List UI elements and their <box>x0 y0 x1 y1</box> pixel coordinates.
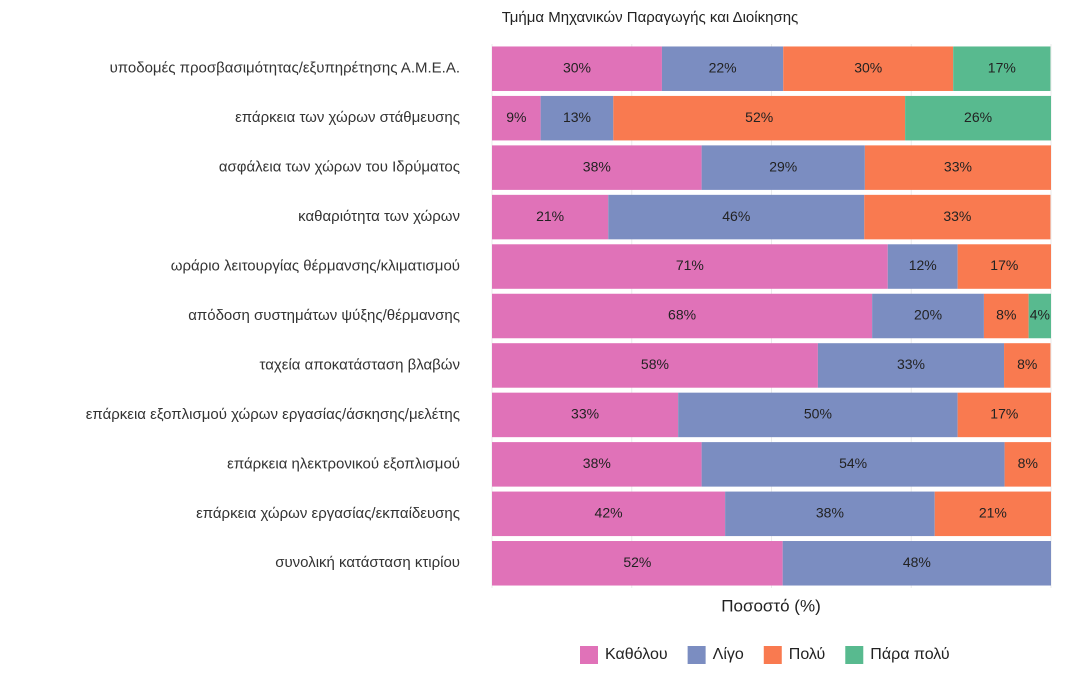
value-label: 33% <box>571 406 599 422</box>
bar-segment <box>872 293 984 339</box>
value-label: 9% <box>506 109 526 125</box>
bar-segment <box>701 145 865 190</box>
value-label: 12% <box>909 257 937 273</box>
bar-segment <box>953 46 1051 91</box>
value-label: 13% <box>563 109 591 125</box>
bar-segment <box>957 244 1051 289</box>
value-label: 33% <box>943 208 971 224</box>
bar-segment <box>492 392 679 438</box>
value-label: 38% <box>816 505 844 521</box>
bar-segment <box>492 145 702 190</box>
bar-segment <box>492 244 888 289</box>
value-label: 26% <box>964 109 992 125</box>
bar-segment <box>492 95 541 141</box>
value-label: 71% <box>676 257 704 273</box>
y-tick-label: επάρκεια εξοπλισμού χώρων εργασίας/άσκησ… <box>86 406 460 423</box>
value-label: 8% <box>996 307 1016 323</box>
y-tick-label: καθαριότητα των χώρων <box>298 208 460 225</box>
value-label: 38% <box>583 455 611 471</box>
value-label: 21% <box>536 208 564 224</box>
legend-swatch <box>687 646 706 664</box>
bar-segment <box>957 392 1051 438</box>
value-label: 17% <box>990 406 1018 422</box>
bar-segment <box>1028 293 1051 339</box>
value-label: 48% <box>903 554 931 570</box>
bar-segment <box>783 46 954 91</box>
value-label: 30% <box>854 59 882 75</box>
value-label: 8% <box>1017 356 1037 372</box>
bar-segment <box>817 343 1005 388</box>
value-label: 30% <box>563 59 591 75</box>
value-label: 8% <box>1018 455 1038 471</box>
bar-segment <box>905 95 1051 141</box>
value-label: 22% <box>709 59 737 75</box>
legend-swatch <box>763 646 782 664</box>
bar-segment <box>492 491 726 537</box>
bar-segment <box>540 95 614 141</box>
y-tick-label: επάρκεια χώρων εργασίας/εκπαίδευσης <box>196 505 460 522</box>
bar-segment <box>492 46 662 91</box>
value-label: 52% <box>745 109 773 125</box>
bar-segment <box>887 244 958 289</box>
legend-swatch <box>845 646 864 664</box>
bar-segment <box>492 343 818 388</box>
legend-label: Πολύ <box>789 646 826 663</box>
y-tick-label: ασφάλεια των χώρων του Ιδρύματος <box>219 159 460 176</box>
bar-segment <box>661 46 784 91</box>
value-label: 4% <box>1030 307 1050 323</box>
legend-label: Λίγο <box>713 646 744 663</box>
value-label: 17% <box>988 59 1016 75</box>
bar-segment <box>1004 343 1051 388</box>
y-tick-label: υποδομές προσβασιμότητας/εξυπηρέτησης Α.… <box>110 60 460 77</box>
bar-segment <box>864 145 1051 190</box>
value-label: 20% <box>914 307 942 323</box>
legend-label: Καθόλου <box>605 646 668 663</box>
x-axis-label: Ποσοστό (%) <box>721 596 821 615</box>
bar-segment <box>492 442 702 487</box>
y-tick-label: επάρκεια ηλεκτρονικού εξοπλισμού <box>227 455 460 472</box>
bar-segment <box>725 491 935 537</box>
value-label: 68% <box>668 307 696 323</box>
value-label: 54% <box>839 455 867 471</box>
value-label: 17% <box>990 257 1018 273</box>
chart-title: Τμήμα Μηχανικών Παραγωγής και Διοίκησης <box>502 9 799 26</box>
bar-segment <box>934 491 1051 537</box>
bar-segment <box>701 442 1005 487</box>
y-tick-label: συνολική κατάσταση κτιρίου <box>275 554 460 571</box>
value-label: 52% <box>623 554 651 570</box>
value-label: 21% <box>979 505 1007 521</box>
bar-segment <box>678 392 958 438</box>
value-label: 50% <box>804 406 832 422</box>
y-tick-label: απόδοση συστημάτων ψύξης/θέρμανσης <box>188 307 460 324</box>
y-tick-label: ταχεία αποκατάσταση βλαβών <box>260 356 460 373</box>
value-label: 42% <box>595 505 623 521</box>
bar-segment <box>608 194 865 240</box>
y-tick-label: ωράριο λειτουργίας θέρμανσης/κλιματισμού <box>171 258 460 275</box>
bar-segment <box>782 541 1051 586</box>
legend-label: Πάρα πολύ <box>870 646 949 663</box>
bar-segment <box>492 194 609 240</box>
value-label: 33% <box>944 158 972 174</box>
bar-segment <box>492 541 783 586</box>
value-label: 33% <box>897 356 925 372</box>
value-label: 38% <box>583 158 611 174</box>
y-tick-label: επάρκεια των χώρων στάθμευσης <box>235 109 460 126</box>
bar-segment <box>613 95 906 141</box>
value-label: 58% <box>641 356 669 372</box>
value-label: 46% <box>722 208 750 224</box>
bar-segment <box>492 293 873 339</box>
legend-swatch <box>580 646 598 664</box>
bar-segment <box>983 293 1029 339</box>
bar-segment <box>864 194 1051 240</box>
value-label: 29% <box>769 158 797 174</box>
bar-segment <box>1004 442 1051 487</box>
